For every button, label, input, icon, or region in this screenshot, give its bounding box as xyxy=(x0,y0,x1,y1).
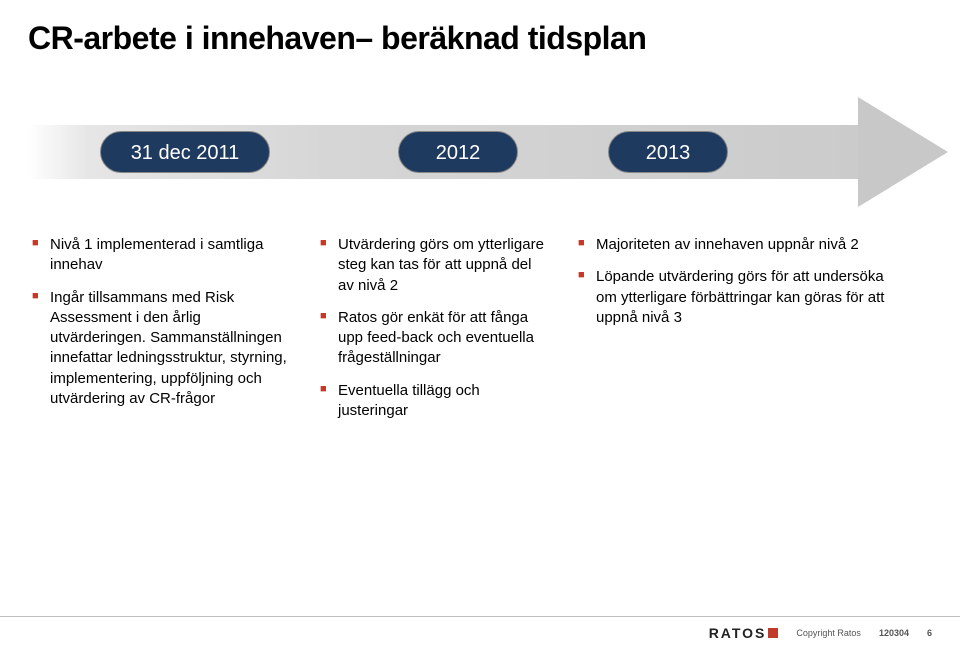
column-2011: Nivå 1 implementerad i samtliga innehav … xyxy=(32,235,292,433)
bullet-text: Löpande utvärdering görs för att undersö… xyxy=(596,268,884,326)
column-2012: Utvärdering görs om ytterligare steg kan… xyxy=(320,235,550,433)
list-item: Löpande utvärdering görs för att undersö… xyxy=(578,267,898,328)
list-item: Ratos gör enkät för att fånga upp feed-b… xyxy=(320,308,550,369)
bullet-text: Nivå 1 implementerad i samtliga innehav xyxy=(50,236,263,273)
footer-divider xyxy=(0,616,960,617)
bullet-text: Ingår tillsammans med Risk Assessment i … xyxy=(50,289,287,407)
bullet-text: Ratos gör enkät för att fånga upp feed-b… xyxy=(338,309,534,367)
list-item: Majoriteten av innehaven uppnår nivå 2 xyxy=(578,235,898,255)
columns: Nivå 1 implementerad i samtliga innehav … xyxy=(28,235,932,433)
page-title: CR-arbete i innehaven– beräknad tidsplan xyxy=(28,20,932,57)
list-item: Eventuella tillägg och justeringar xyxy=(320,381,550,422)
slide: CR-arbete i innehaven– beräknad tidsplan… xyxy=(0,0,960,659)
bullet-text: Majoriteten av innehaven uppnår nivå 2 xyxy=(596,236,859,253)
list-item: Nivå 1 implementerad i samtliga innehav xyxy=(32,235,292,276)
timeline-arrow: 31 dec 2011 2012 2013 xyxy=(28,97,932,207)
column-2013: Majoriteten av innehaven uppnår nivå 2 L… xyxy=(578,235,898,433)
footer: RATOS Copyright Ratos 120304 6 xyxy=(28,625,932,641)
logo-square-icon xyxy=(768,628,778,638)
footer-page: 6 xyxy=(927,628,932,638)
timeline-badge-2012: 2012 xyxy=(398,131,518,173)
footer-date: 120304 xyxy=(879,628,909,638)
list-item: Ingår tillsammans med Risk Assessment i … xyxy=(32,288,292,410)
logo: RATOS xyxy=(709,625,779,641)
list-item: Utvärdering görs om ytterligare steg kan… xyxy=(320,235,550,296)
timeline-badge-2013: 2013 xyxy=(608,131,728,173)
logo-text: RATOS xyxy=(709,625,767,641)
copyright: Copyright Ratos xyxy=(796,628,861,638)
timeline-badge-2011: 31 dec 2011 xyxy=(100,131,270,173)
bullet-text: Eventuella tillägg och justeringar xyxy=(338,382,480,419)
bullet-text: Utvärdering görs om ytterligare steg kan… xyxy=(338,236,544,294)
arrow-head-icon xyxy=(858,97,948,207)
